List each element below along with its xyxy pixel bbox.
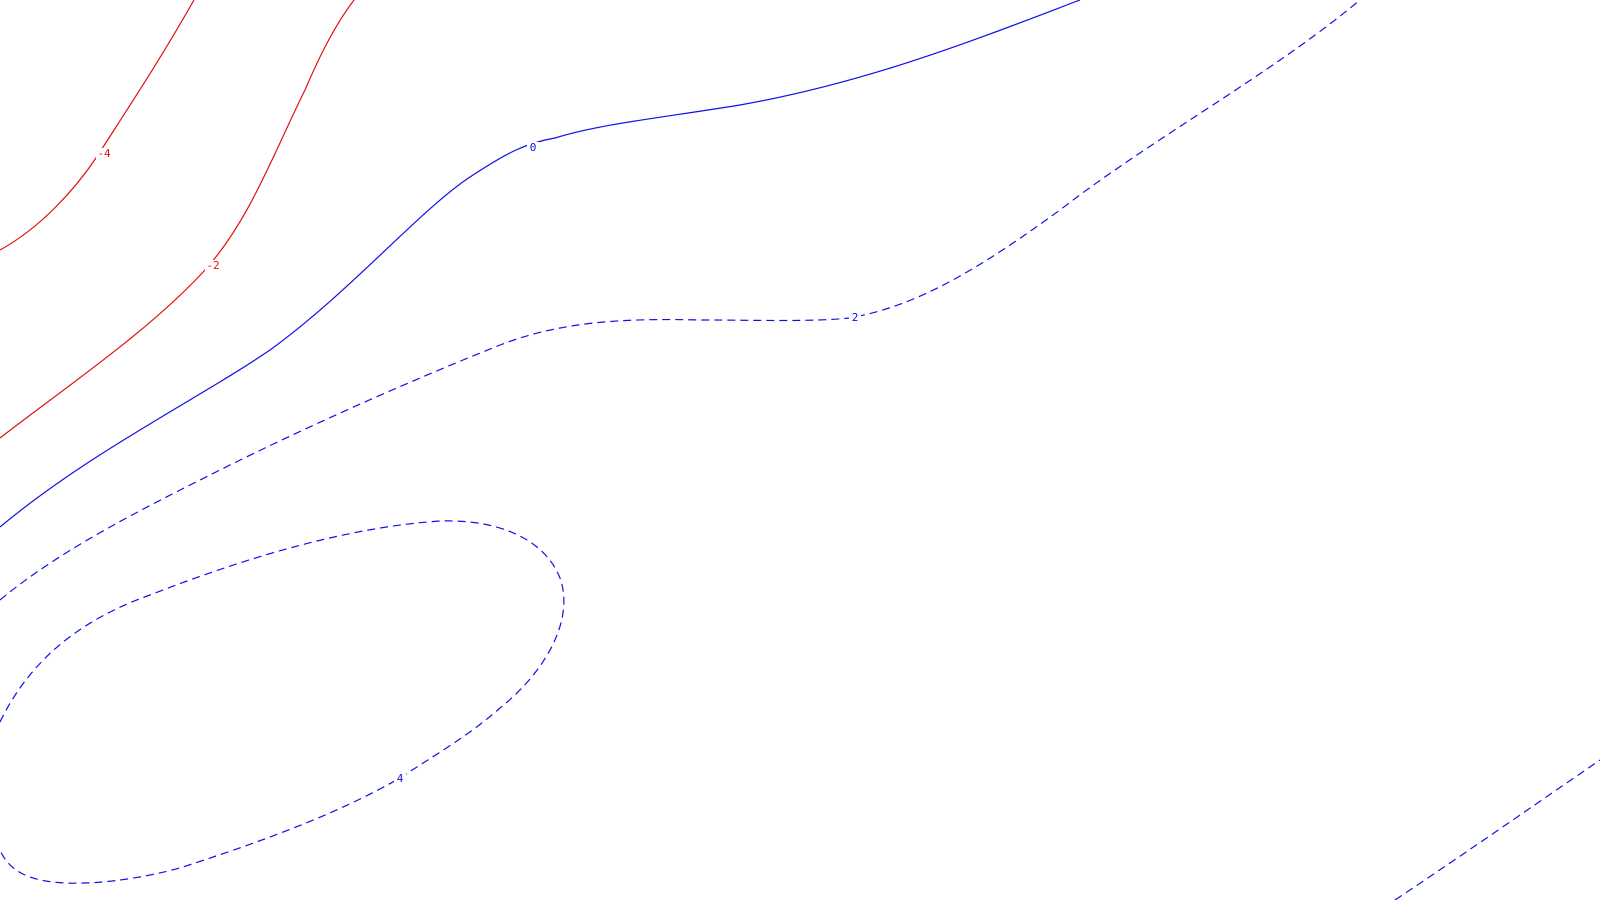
contour-label-pos2: 2 <box>852 311 859 324</box>
contour-line-pos2-lower-right <box>1394 759 1600 900</box>
contour-line-neg4 <box>0 0 195 251</box>
contour-label-bg-neg4 <box>96 148 112 160</box>
contour-line-pos4 <box>0 520 565 884</box>
contour-label-bg-zero <box>527 142 539 154</box>
contour-line-neg2 <box>0 0 355 439</box>
contour-line-zero <box>0 0 1081 528</box>
contour-label-zero: 0 <box>530 141 537 154</box>
contour-line-pos2 <box>0 0 1361 601</box>
contour-label-bg-neg2 <box>205 260 221 272</box>
contour-label-neg2: -2 <box>206 259 219 272</box>
contour-label-bg-pos2 <box>849 312 861 324</box>
contour-label-pos4: 4 <box>397 772 404 785</box>
contour-label-neg4: -4 <box>97 147 111 160</box>
contour-label-bg-pos4 <box>394 773 406 785</box>
